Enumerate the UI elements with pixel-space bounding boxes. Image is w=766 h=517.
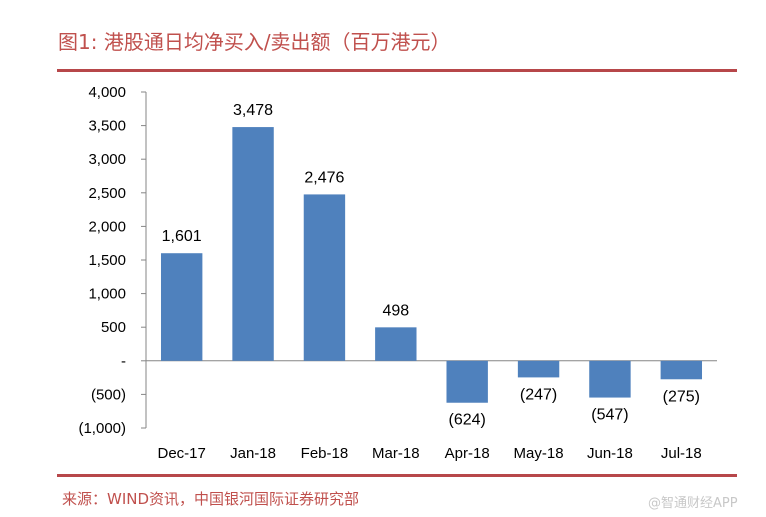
bar-may-18	[517, 360, 560, 378]
data-label: 3,478	[233, 102, 273, 119]
bar-mar-18	[375, 327, 417, 361]
x-tick-label: Feb-18	[301, 445, 349, 462]
bar-apr-18	[446, 360, 488, 403]
x-tick-label: Apr-18	[445, 445, 490, 462]
data-label: 1,601	[162, 228, 202, 245]
y-tick-label: 1,500	[88, 252, 126, 269]
x-tick-label: Dec-17	[158, 445, 206, 462]
chart-axes: 4,000 3,500 3,000 2,500 2,000 1,500 1,000 500 - (…	[78, 84, 717, 437]
y-tick-label: 500	[101, 319, 126, 336]
x-tick-label: May-18	[514, 445, 564, 462]
chart-labels: 1,601 Dec-17 3,478 Jan-18 2,476 Feb-18 498 Mar-…	[158, 102, 702, 462]
y-tick-label: -	[121, 353, 126, 370]
bar-jul-18	[660, 360, 703, 380]
y-tick-label: 4,000	[88, 84, 126, 101]
data-label: 2,476	[304, 169, 344, 186]
bar-feb-18	[303, 194, 346, 361]
y-tick-label: (1,000)	[78, 420, 126, 437]
y-tick-label: 2,000	[88, 218, 126, 235]
bottom-divider	[57, 474, 737, 477]
chart-bars	[160, 127, 703, 403]
bar-jan-18	[232, 127, 274, 361]
bar-dec-17	[160, 253, 203, 361]
bar-jun-18	[589, 360, 631, 398]
source-note: 来源：WIND资讯，中国银河国际证券研究部	[62, 490, 360, 508]
x-tick-label: Mar-18	[372, 445, 420, 462]
y-tick-label: 3,500	[88, 118, 126, 135]
chart-title: 图1: 港股通日均净买入/卖出额（百万港元）	[58, 30, 451, 54]
data-label: (275)	[663, 388, 700, 405]
data-label: (247)	[520, 386, 557, 403]
y-tick-label: 2,500	[88, 185, 126, 202]
watermark: @智通财经APP	[648, 496, 738, 511]
y-tick-label: (500)	[91, 386, 126, 403]
y-tick-label: 3,000	[88, 151, 126, 168]
x-tick-label: Jun-18	[587, 445, 633, 462]
x-tick-label: Jul-18	[661, 445, 702, 462]
y-tick-label: 1,000	[88, 286, 126, 303]
data-label: (624)	[449, 412, 486, 429]
data-label: 498	[382, 302, 409, 319]
x-tick-label: Jan-18	[230, 445, 276, 462]
data-label: (547)	[591, 407, 628, 424]
top-divider	[57, 69, 737, 72]
